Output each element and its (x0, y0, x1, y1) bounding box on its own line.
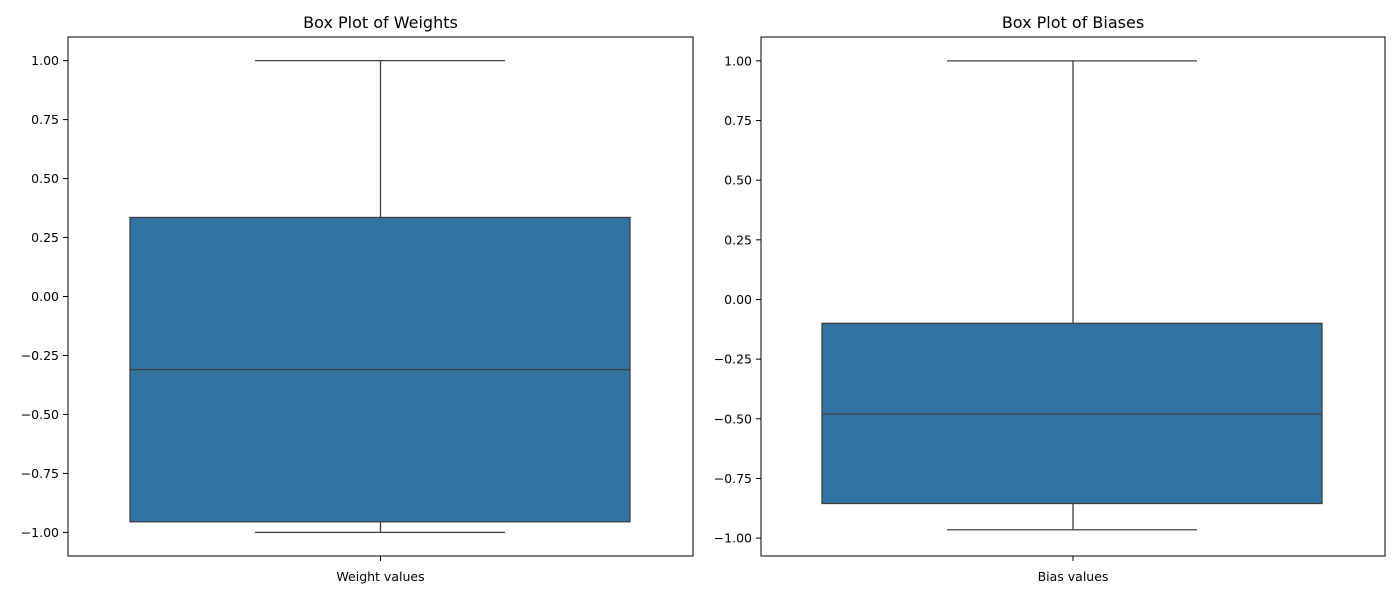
y-tick-label: 0.50 (31, 171, 59, 186)
chart-panel-2: Box Plot of Biases 1.00 0.75 0.50 0.25 0.00 −0… (714, 13, 1386, 584)
y-tick-label: −0.50 (21, 407, 59, 422)
x-axis-label: Bias values (1038, 569, 1109, 584)
axes-frame (67, 36, 694, 557)
axes-frame (760, 36, 1386, 557)
chart-title: Box Plot of Weights (303, 13, 458, 32)
y-tick-label: −0.50 (714, 411, 752, 426)
y-tick-label: 0.75 (724, 113, 752, 128)
y-tick-label: −1.00 (21, 525, 59, 540)
y-tick-label: −0.25 (21, 348, 59, 363)
x-axis-label: Weight values (336, 569, 424, 584)
y-tick-label: −1.00 (714, 531, 752, 546)
chart-title: Box Plot of Biases (1002, 13, 1144, 32)
y-tick-label: 0.00 (724, 292, 752, 307)
y-tick-label: 0.00 (31, 289, 59, 304)
y-tick-label: 0.25 (31, 230, 59, 245)
y-tick-label: −0.25 (714, 352, 752, 367)
y-tick-label: 0.25 (724, 232, 752, 247)
chart-panel-1: Box Plot of Weights 1.00 0.75 0.50 0.25 0.00 −… (21, 13, 694, 584)
y-tick-label: −0.75 (714, 471, 752, 486)
y-tick-label: −0.75 (21, 466, 59, 481)
y-tick-label: 1.00 (31, 53, 59, 68)
y-tick-label: 1.00 (724, 53, 752, 68)
y-tick-label: 0.75 (31, 112, 59, 127)
y-tick-label: 0.50 (724, 173, 752, 188)
